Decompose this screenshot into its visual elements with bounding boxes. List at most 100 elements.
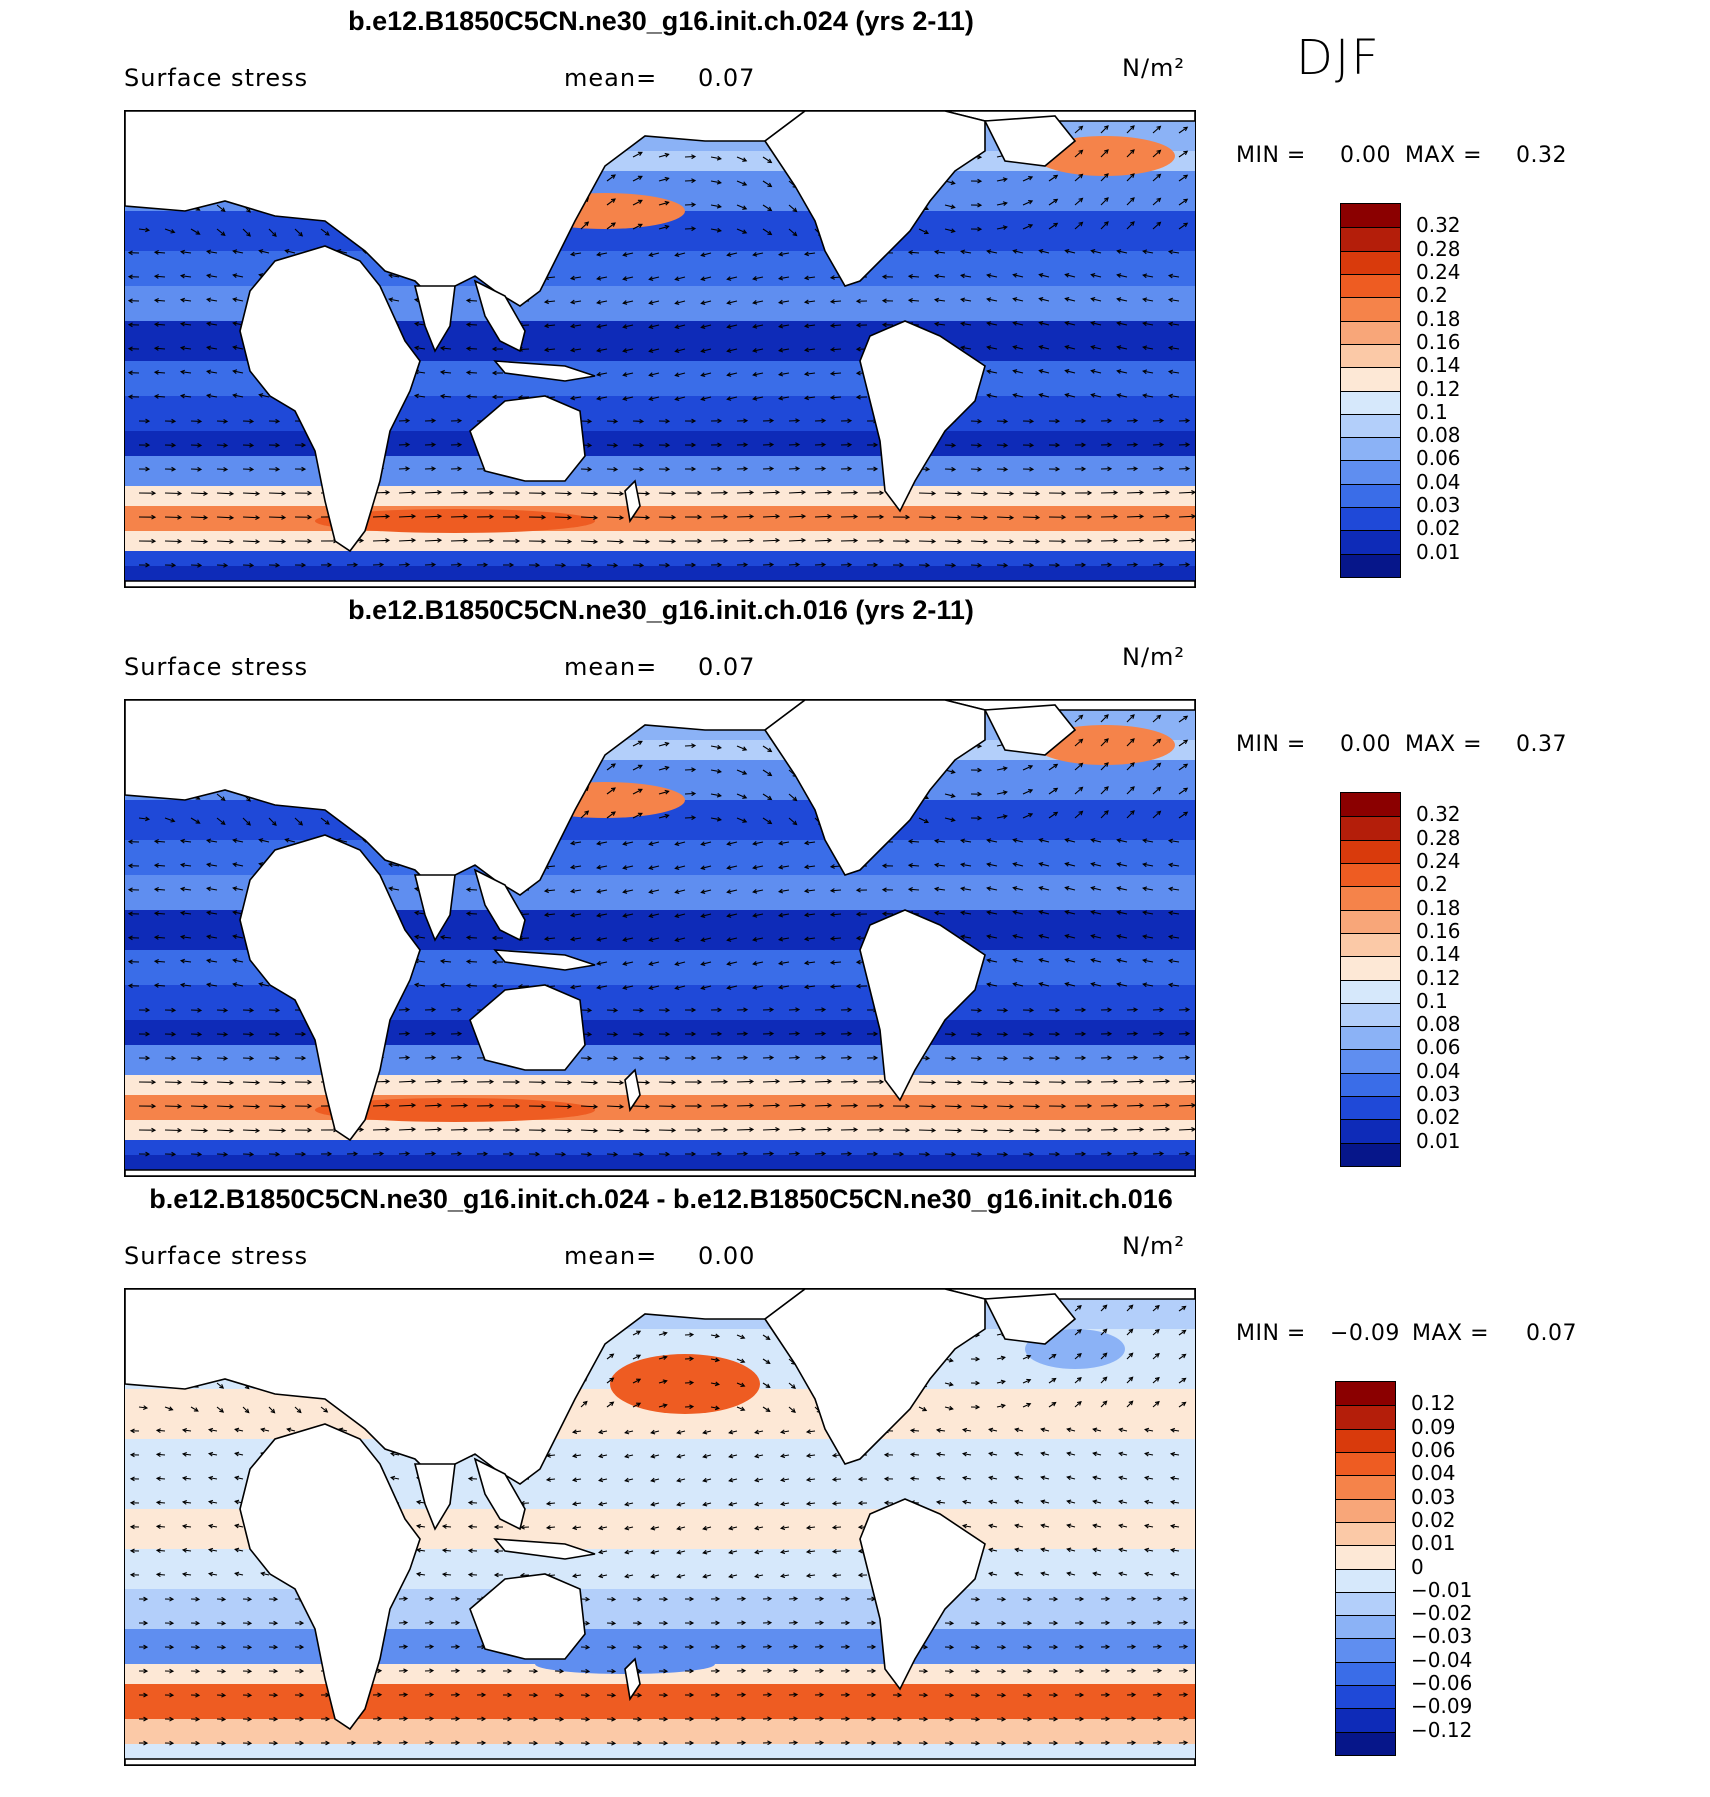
stress-vector-head bbox=[715, 1596, 721, 1602]
stress-vector bbox=[599, 1526, 608, 1530]
stress-vector bbox=[710, 1406, 719, 1409]
stress-vector-head bbox=[431, 1151, 437, 1157]
stress-vector bbox=[1152, 1305, 1160, 1312]
stress-vector bbox=[1152, 1104, 1170, 1107]
stress-vector-head bbox=[569, 347, 576, 353]
stress-vector bbox=[207, 250, 218, 254]
stress-vector bbox=[216, 1129, 234, 1132]
stress-vector-head bbox=[778, 323, 784, 329]
land-se-asia bbox=[473, 279, 526, 353]
stress-vector-head bbox=[793, 1740, 799, 1746]
stress-vector-head bbox=[1169, 1547, 1176, 1553]
stress-vector bbox=[1152, 762, 1161, 771]
stress-vector-head bbox=[1133, 1007, 1139, 1013]
stress-vector bbox=[320, 1406, 328, 1413]
stress-vector bbox=[268, 1129, 286, 1132]
stress-vector-head bbox=[489, 490, 495, 496]
stress-vector-head bbox=[1001, 1668, 1007, 1674]
stress-vector-head bbox=[1156, 197, 1162, 203]
stress-vector-head bbox=[741, 1716, 747, 1722]
stress-vector-head bbox=[491, 935, 497, 941]
stress-vector-head bbox=[689, 1620, 695, 1626]
stress-vector bbox=[814, 1104, 832, 1107]
stress-vector bbox=[1143, 370, 1154, 374]
stress-vector-head bbox=[1081, 466, 1087, 472]
colorbar-swatch bbox=[1341, 1002, 1400, 1027]
stress-vector-head bbox=[1078, 197, 1084, 203]
land-eurasia bbox=[125, 1289, 1195, 1485]
colorbar-swatch bbox=[1341, 793, 1400, 817]
stress-vector-head bbox=[1116, 249, 1122, 254]
stress-vector bbox=[830, 300, 842, 303]
stress-maximum-region bbox=[610, 1354, 760, 1414]
stress-vector-head bbox=[752, 841, 758, 846]
stress-vector bbox=[389, 863, 400, 867]
stress-vector bbox=[987, 911, 998, 915]
stress-vector-head bbox=[221, 1716, 227, 1722]
stress-vector bbox=[1169, 370, 1180, 374]
stress-vector bbox=[242, 228, 251, 237]
stress-vector-head bbox=[801, 489, 807, 495]
stress-vector bbox=[1065, 886, 1076, 891]
stress-vector bbox=[1178, 811, 1188, 819]
stress-vector-head bbox=[247, 1716, 253, 1722]
stress-vector-head bbox=[298, 820, 304, 826]
stress-vector bbox=[779, 841, 790, 845]
stress-vector-head bbox=[273, 1644, 279, 1650]
colorbar-tick-label: 0.06 bbox=[1411, 1437, 1456, 1462]
stress-vector bbox=[181, 251, 192, 254]
stress-vector-head bbox=[639, 418, 645, 424]
stress-vector-head bbox=[489, 1103, 495, 1109]
stress-vector-head bbox=[255, 539, 261, 544]
stress-vector bbox=[753, 913, 764, 917]
stress-vector bbox=[1067, 1524, 1076, 1528]
stress-vector-head bbox=[179, 345, 186, 351]
stress-vector-head bbox=[571, 1573, 578, 1579]
stress-vector bbox=[1013, 394, 1024, 398]
stress-vector-head bbox=[1064, 297, 1070, 302]
stress-vector bbox=[268, 1406, 275, 1414]
stress-vector bbox=[242, 516, 260, 519]
stress-vector bbox=[781, 1550, 790, 1553]
stress-vector-head bbox=[515, 538, 521, 544]
stress-vector-head bbox=[879, 1079, 885, 1085]
stress-vector bbox=[830, 396, 842, 399]
colorbar-tick-label: −0.12 bbox=[1411, 1717, 1473, 1742]
stress-vector-head bbox=[415, 1523, 422, 1529]
stress-vector bbox=[1152, 1329, 1160, 1336]
stress-vector-head bbox=[197, 1055, 203, 1061]
stress-vector bbox=[181, 864, 192, 867]
stress-vector bbox=[806, 1526, 816, 1529]
stress-vector-head bbox=[728, 1525, 734, 1531]
stress-vector-head bbox=[767, 1692, 773, 1698]
stress-vector-head bbox=[1090, 910, 1096, 915]
stress-vector-head bbox=[223, 1031, 229, 1037]
stress-vector-head bbox=[855, 322, 861, 328]
stress-vector bbox=[762, 491, 780, 494]
panel-1-mean-label: mean= bbox=[564, 64, 658, 92]
stress-vector-head bbox=[1128, 1328, 1134, 1334]
stress-vector-head bbox=[933, 910, 940, 916]
stress-vector-head bbox=[778, 840, 784, 846]
stress-vector bbox=[546, 1454, 556, 1457]
stress-vector-head bbox=[1104, 714, 1109, 719]
stress-vector bbox=[1152, 1377, 1160, 1384]
stress-vector-head bbox=[829, 936, 835, 941]
stress-vector-head bbox=[801, 1102, 807, 1108]
stress-vector-head bbox=[219, 1408, 225, 1413]
stress-vector-head bbox=[803, 275, 810, 281]
stress-vector bbox=[1117, 911, 1128, 915]
stress-vector bbox=[571, 937, 582, 941]
stress-vector-head bbox=[299, 1620, 305, 1626]
stress-vector-head bbox=[1183, 174, 1189, 180]
stress-vector bbox=[1126, 738, 1135, 747]
stress-vector bbox=[936, 1477, 946, 1480]
stress-vector bbox=[450, 515, 468, 518]
land-india bbox=[413, 1463, 456, 1531]
stress-vector-head bbox=[769, 562, 775, 568]
stress-vector-head bbox=[1105, 1716, 1111, 1722]
stress-vector bbox=[755, 1502, 764, 1506]
stress-vector bbox=[701, 985, 712, 989]
stress-vector-head bbox=[821, 1007, 827, 1013]
stress-vector bbox=[597, 372, 608, 376]
